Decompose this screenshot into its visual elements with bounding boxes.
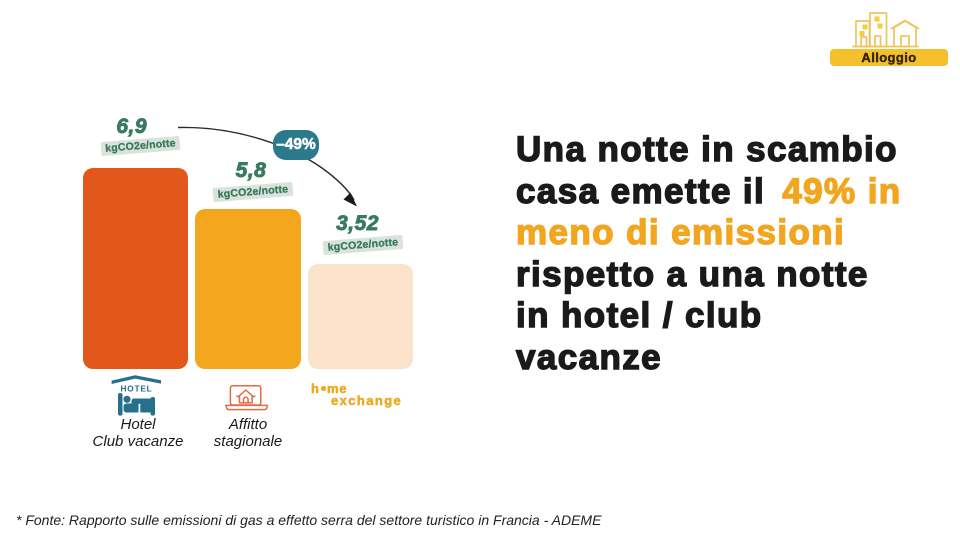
svg-text:HOTEL: HOTEL	[120, 383, 152, 393]
